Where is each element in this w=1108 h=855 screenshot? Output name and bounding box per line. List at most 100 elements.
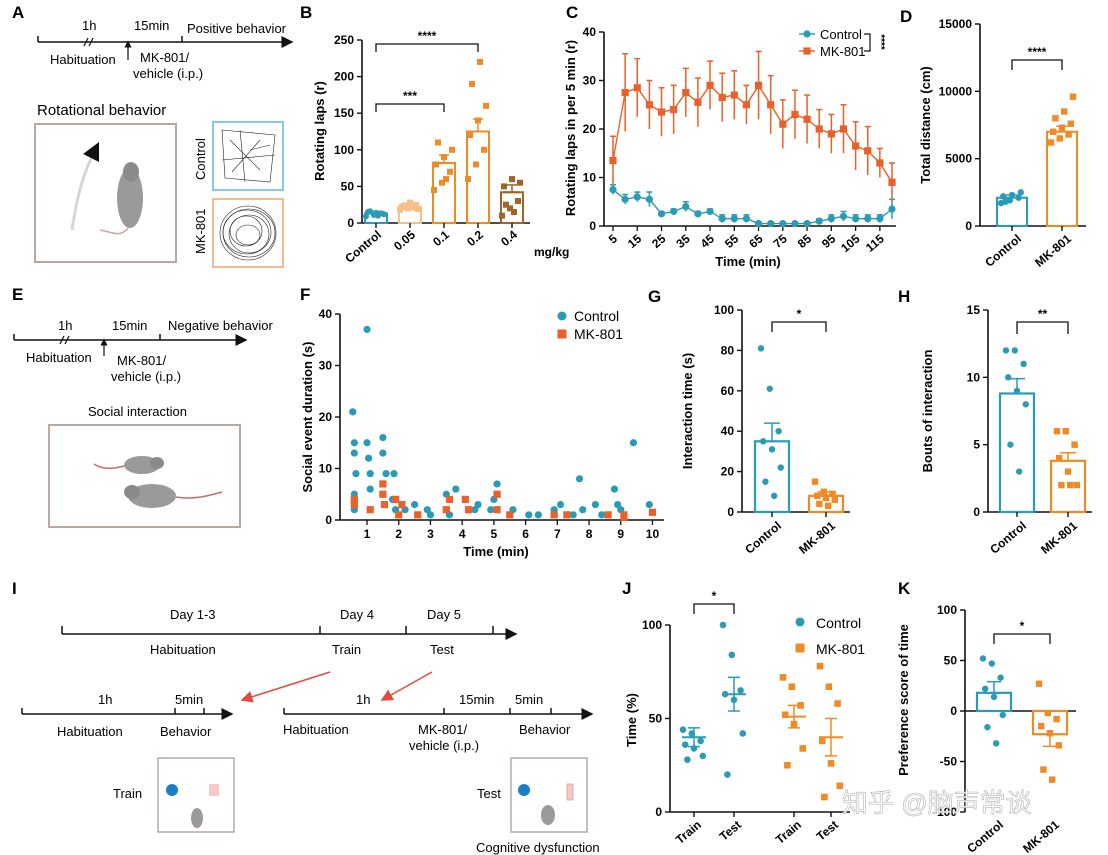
- legend-label: MK-801: [574, 326, 623, 342]
- data-point: [375, 212, 381, 219]
- data-point: [350, 500, 358, 509]
- significance-label: ****: [1028, 45, 1047, 59]
- data-point: [1061, 108, 1068, 115]
- x-tick-label: 6: [522, 527, 529, 541]
- timeline-e: 1h 15min Negative behavior Habituation M…: [13, 318, 273, 528]
- a-control-label: Control: [193, 138, 208, 180]
- data-point: [474, 500, 482, 509]
- data-point: [534, 511, 542, 519]
- data-point: [1000, 193, 1007, 200]
- data-point: [487, 506, 495, 514]
- data-point: [1073, 481, 1080, 489]
- data-point: [684, 756, 691, 763]
- data-point: [811, 478, 819, 485]
- y-tick-label: 15: [967, 303, 981, 317]
- mouse-icon: [99, 162, 143, 235]
- mouse-test-icon: [541, 805, 555, 825]
- data-point: [737, 687, 744, 694]
- x-tick-label: 0.2: [464, 227, 486, 249]
- data-point: [803, 115, 811, 123]
- data-point: [1047, 139, 1055, 146]
- data-point: [816, 662, 824, 670]
- data-point: [493, 506, 501, 514]
- data-point: [682, 203, 690, 211]
- data-point: [390, 470, 398, 478]
- data-point: [657, 210, 666, 218]
- x-tick-label: 55: [722, 231, 741, 251]
- data-point: [779, 120, 787, 128]
- data-point: [1053, 715, 1060, 723]
- data-point: [1065, 131, 1072, 138]
- y-tick-label: 80: [721, 343, 735, 357]
- data-point: [1049, 776, 1056, 783]
- panel-label-h: H: [898, 287, 910, 306]
- x-tick-label: 35: [673, 231, 692, 251]
- i-right-1h: 1h: [356, 692, 370, 707]
- data-point: [834, 700, 841, 707]
- x-tick-label: 5: [491, 527, 498, 541]
- data-point: [1056, 135, 1063, 142]
- y-tick-label: 200: [334, 70, 354, 84]
- y-tick-label: 10: [583, 171, 597, 185]
- data-point: [415, 206, 421, 213]
- significance-label: *: [797, 307, 802, 321]
- data-point: [1071, 441, 1078, 448]
- y-axis-label: Preference score of time: [896, 624, 911, 776]
- data-point: [706, 81, 714, 89]
- data-point: [852, 215, 860, 223]
- data-point: [1046, 730, 1054, 737]
- panel-label-f: F: [300, 285, 310, 304]
- data-point: [620, 513, 628, 522]
- y-tick-label: 10000: [939, 84, 973, 98]
- y-tick-label: 50: [649, 712, 663, 726]
- y-tick-label: 250: [334, 33, 354, 47]
- i-habituation: Habituation: [150, 642, 216, 657]
- data-point: [1067, 120, 1074, 127]
- data-point: [739, 730, 747, 737]
- data-point: [767, 101, 775, 109]
- x-tick-label: MK-801: [1032, 231, 1074, 269]
- y-tick-label: 100: [937, 603, 957, 617]
- data-point: [730, 91, 738, 99]
- significance-label: ***: [403, 89, 417, 103]
- data-point: [350, 449, 358, 457]
- e-drug-2: vehicle (i.p.): [111, 369, 181, 384]
- data-point: [1017, 189, 1024, 196]
- data-point: [760, 438, 767, 445]
- data-point: [481, 146, 487, 153]
- e-habituation: Habituation: [26, 350, 92, 365]
- i-day4: Day 4: [340, 607, 374, 622]
- data-point: [1044, 709, 1051, 717]
- data-point: [423, 506, 431, 514]
- x-tick-label: 2: [395, 527, 402, 541]
- y-tick-label: -50: [940, 755, 958, 769]
- x-tick-label: Test: [717, 818, 744, 844]
- data-point: [988, 660, 995, 667]
- data-point: [827, 760, 835, 767]
- data-point: [382, 470, 390, 478]
- data-point: [367, 208, 373, 215]
- data-point: [829, 490, 836, 498]
- data-point: [501, 183, 507, 190]
- x-tick-label: Test: [814, 818, 841, 844]
- a-habituation: Habituation: [50, 52, 116, 67]
- chart-g: 0 20 40 60 80 100 Interaction time (s) Control M…: [680, 303, 850, 557]
- x-tick-label: Control: [964, 818, 1006, 855]
- a-drug-2: vehicle (i.p.): [133, 66, 203, 81]
- i-right-beh: Behavior: [519, 722, 571, 737]
- a-box-title: Rotational behavior: [37, 102, 166, 119]
- significance-label: ****: [875, 34, 886, 50]
- data-point: [352, 470, 360, 478]
- data-point: [464, 506, 473, 514]
- data-point: [511, 209, 517, 216]
- data-point: [365, 454, 373, 462]
- data-point: [730, 215, 738, 223]
- legend-label: Control: [820, 27, 862, 42]
- legend-label: MK-801: [820, 44, 866, 59]
- data-point: [1058, 481, 1065, 489]
- data-point: [366, 506, 374, 514]
- data-point: [762, 478, 769, 485]
- y-axis-label: Social event duration (s): [300, 342, 315, 493]
- data-point: [699, 752, 707, 760]
- data-point: [1016, 468, 1023, 475]
